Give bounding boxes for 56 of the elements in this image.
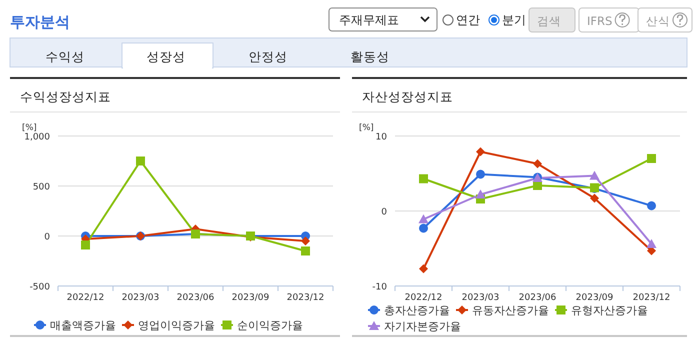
point: [418, 214, 428, 224]
legend-label: 영업이익증가율: [138, 319, 215, 332]
point: [476, 147, 485, 156]
x-tick-label: 2023/06: [518, 293, 556, 303]
text: 투자분석: [10, 13, 70, 31]
legend-label: 순이익증가율: [237, 319, 303, 332]
point: [647, 201, 656, 210]
x-tick-label: 2023/12: [632, 293, 670, 303]
point: [590, 194, 599, 203]
point: [476, 190, 486, 198]
text: 성장성: [146, 49, 186, 64]
y-tick-label: 10: [376, 132, 388, 142]
x-tick-label: 2023/06: [176, 293, 214, 303]
point: [419, 174, 428, 184]
x-tick-label: 2023/03: [122, 293, 160, 303]
text: 안정성: [248, 49, 288, 64]
text: IFRS: [587, 14, 612, 28]
text: 분기: [502, 13, 526, 27]
x-tick-label: 2023/09: [576, 293, 614, 303]
point: [301, 246, 310, 256]
legend-label: 자기자본증가율: [384, 320, 461, 333]
point: [646, 239, 656, 248]
y-tick-label: 1,000: [24, 132, 50, 142]
chart-title: 수익성장성지표: [20, 89, 111, 104]
x-tick-label: 2023/03: [462, 293, 500, 303]
point: [419, 224, 428, 233]
text: 검색: [537, 14, 561, 28]
x-tick-label: 2023/12: [286, 293, 324, 303]
text: 활동성: [350, 49, 390, 64]
legend-label: 총자산증가율: [384, 304, 450, 317]
legend-label: 유동자산증가율: [472, 304, 549, 317]
point: [419, 264, 428, 274]
text: 주재무제표: [339, 13, 399, 27]
x-tick-label: 2022/12: [66, 293, 104, 303]
y-tick-label: 0: [44, 232, 50, 242]
y-axis-title: [%]: [22, 123, 37, 133]
y-tick-label: -10: [372, 282, 388, 292]
legend-label: 유형자산증가율: [571, 304, 648, 317]
point: [476, 170, 485, 179]
x-tick-label: 2022/12: [404, 293, 442, 303]
point: [81, 240, 90, 250]
y-axis-title: [%]: [359, 123, 374, 133]
y-tick-label: 0: [381, 208, 388, 218]
y-tick-label: -500: [30, 282, 50, 292]
x-tick-label: 2023/09: [232, 293, 270, 303]
point: [647, 154, 656, 163]
text: 수익성: [46, 49, 84, 64]
legend-label: 매출액증가율: [50, 319, 116, 332]
text: 산식: [646, 14, 670, 28]
y-tick-label: 500: [32, 182, 50, 192]
point: [301, 236, 310, 246]
chart-title: 자산성장성지표: [362, 89, 453, 104]
point: [533, 159, 542, 168]
point: [590, 170, 600, 180]
text: 연간: [456, 13, 480, 27]
point: [136, 156, 145, 166]
